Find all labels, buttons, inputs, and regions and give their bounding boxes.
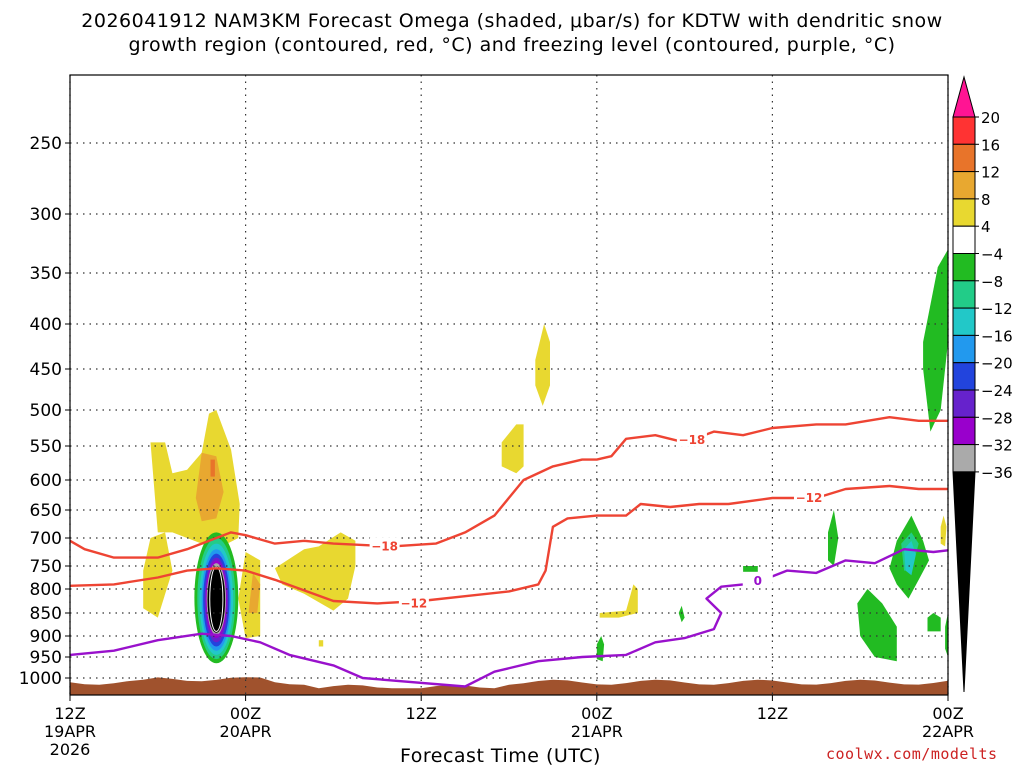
colorbar-swatch [953,363,975,390]
colorbar-label: 20 [981,109,1000,127]
y-tick-label: 750 [30,557,62,577]
colorbar-min-arrow [953,472,975,692]
x-tick-label: 22APR [922,722,974,741]
x-tick-label: 12Z [54,704,85,723]
x-tick-label: 12Z [757,704,788,723]
x-tick-label: 12Z [406,704,437,723]
y-tick-label: 900 [30,627,62,647]
x-tick-label: 19APR [44,722,96,741]
contour-minus12-label-2: −12 [796,491,823,505]
site-credit: coolwx.com/modelts [826,745,998,763]
x-tick-label: 00Z [932,704,963,723]
y-tick-label: 600 [30,471,62,491]
y-tick-label: 650 [30,501,62,521]
colorbar-label: −16 [981,327,1013,345]
y-tick-label: 1000 [19,669,62,689]
colorbar-label: −28 [981,409,1013,427]
contour-minus18-label-2: −18 [679,433,706,447]
colorbar-label: −12 [981,300,1013,318]
colorbar-label: 12 [981,164,1000,182]
colorbar-label: −32 [981,437,1013,455]
colorbar-label: 8 [981,191,991,209]
colorbar-swatch [953,199,975,226]
colorbar-label: 4 [981,218,991,236]
x-tick-label: 00Z [230,704,261,723]
colorbar-label: −4 [981,246,1003,264]
y-tick-label: 800 [30,580,62,600]
colorbar-label: 16 [981,136,1000,154]
colorbar-swatch [953,308,975,335]
colorbar: 20 16 12 8 4 −4 −8 −12 −16 −20 −24 −28 −32 −36 [953,77,1013,692]
omega-region [319,640,323,646]
y-tick-label: 550 [30,437,62,457]
omega-region [211,460,215,477]
y-tick-label: 850 [30,604,62,624]
x-tick-label: 00Z [581,704,612,723]
colorbar-swatch [953,390,975,417]
contour-minus12-label: −12 [401,596,428,610]
chart-canvas: −18 −18 −12 −12 0 20 16 12 8 4 −4 −8 −12 −16 −20 −24 −2… [0,0,1024,768]
y-tick-label: 500 [30,401,62,421]
colorbar-swatch [953,281,975,308]
colorbar-swatch [953,335,975,362]
colorbar-label: −24 [981,382,1013,400]
y-tick-label: 400 [30,315,62,335]
x-tick-label: 20APR [220,722,272,741]
x-axis-title: Forecast Time (UTC) [400,745,601,767]
colorbar-label: −8 [981,273,1003,291]
contour-minus18-label: −18 [371,539,398,553]
colorbar-swatch [953,144,975,171]
y-tick-label: 300 [30,205,62,225]
colorbar-max-arrow [953,77,975,117]
colorbar-swatch [953,445,975,472]
y-tick-label: 350 [30,264,62,284]
y-tick-label: 450 [30,360,62,380]
colorbar-label: −36 [981,464,1013,482]
colorbar-swatch [953,117,975,144]
y-tick-label: 950 [30,648,62,668]
colorbar-swatch [953,172,975,199]
y-tick-label: 700 [30,529,62,549]
colorbar-swatch [953,226,975,253]
colorbar-label: −20 [981,355,1013,373]
plot-area: −18 −18 −12 −12 0 [70,75,948,695]
colorbar-swatch [953,417,975,444]
x-tick-label: 21APR [571,722,623,741]
colorbar-swatch [953,254,975,281]
x-tick-label: 2026 [50,740,91,759]
y-tick-label: 250 [30,134,62,154]
contour-freezing-level-label: 0 [754,574,762,588]
